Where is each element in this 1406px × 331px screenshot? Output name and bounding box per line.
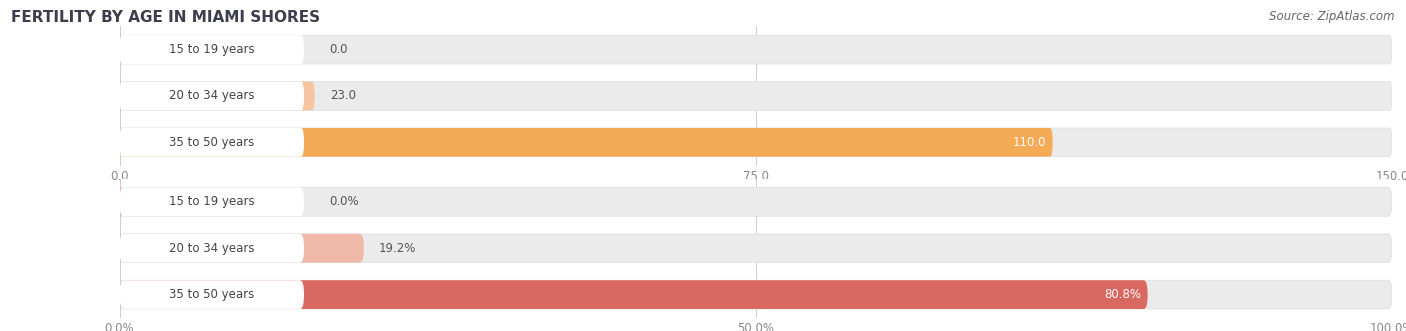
FancyBboxPatch shape <box>115 188 124 216</box>
Text: 80.8%: 80.8% <box>1104 288 1142 301</box>
Text: 0.0%: 0.0% <box>329 195 359 209</box>
Text: 19.2%: 19.2% <box>380 242 416 255</box>
FancyBboxPatch shape <box>120 128 1053 157</box>
Text: 15 to 19 years: 15 to 19 years <box>169 43 254 56</box>
Text: 35 to 50 years: 35 to 50 years <box>169 288 254 301</box>
FancyBboxPatch shape <box>120 82 1392 110</box>
FancyBboxPatch shape <box>120 234 304 262</box>
FancyBboxPatch shape <box>120 280 1147 309</box>
FancyBboxPatch shape <box>120 188 1392 216</box>
FancyBboxPatch shape <box>120 188 304 216</box>
Text: 110.0: 110.0 <box>1012 136 1046 149</box>
Text: 20 to 34 years: 20 to 34 years <box>169 242 254 255</box>
Text: Source: ZipAtlas.com: Source: ZipAtlas.com <box>1270 10 1395 23</box>
FancyBboxPatch shape <box>120 234 1392 262</box>
FancyBboxPatch shape <box>120 82 315 110</box>
Text: 0.0: 0.0 <box>329 43 347 56</box>
FancyBboxPatch shape <box>120 234 364 262</box>
FancyBboxPatch shape <box>117 35 122 64</box>
FancyBboxPatch shape <box>120 280 304 309</box>
Text: 20 to 34 years: 20 to 34 years <box>169 89 254 103</box>
FancyBboxPatch shape <box>120 35 304 64</box>
FancyBboxPatch shape <box>120 35 1392 64</box>
Text: 15 to 19 years: 15 to 19 years <box>169 195 254 209</box>
FancyBboxPatch shape <box>120 128 1392 157</box>
Text: 35 to 50 years: 35 to 50 years <box>169 136 254 149</box>
Text: 23.0: 23.0 <box>330 89 356 103</box>
Text: FERTILITY BY AGE IN MIAMI SHORES: FERTILITY BY AGE IN MIAMI SHORES <box>11 10 321 25</box>
FancyBboxPatch shape <box>120 280 1392 309</box>
FancyBboxPatch shape <box>120 82 304 110</box>
FancyBboxPatch shape <box>120 128 304 157</box>
